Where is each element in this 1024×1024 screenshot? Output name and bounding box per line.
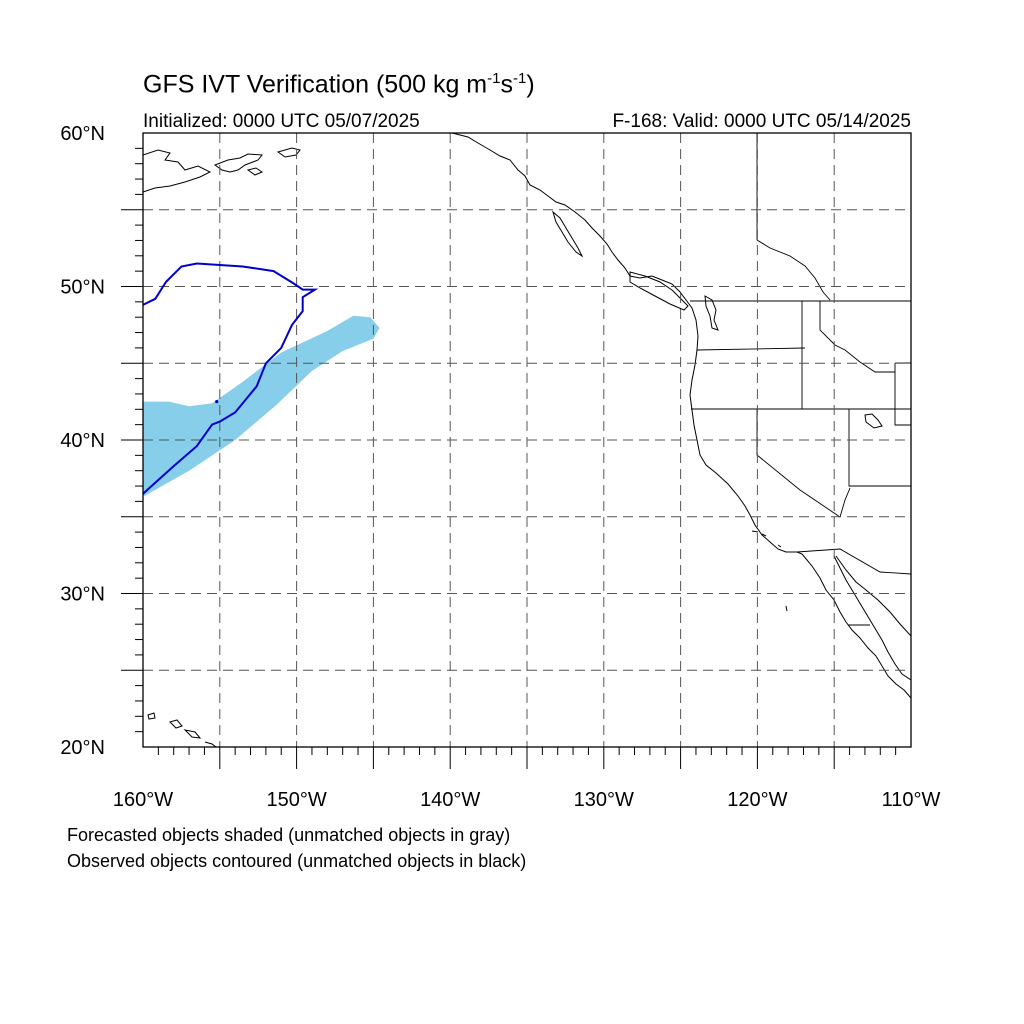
coastline bbox=[835, 555, 911, 637]
coastline bbox=[833, 555, 911, 681]
lat-label: 50°N bbox=[60, 277, 105, 299]
coastline bbox=[451, 133, 803, 555]
coastline bbox=[801, 553, 911, 699]
political-border bbox=[819, 301, 895, 373]
coastline bbox=[552, 210, 584, 258]
political-border bbox=[894, 363, 911, 426]
political-border bbox=[696, 347, 806, 351]
coastline bbox=[143, 149, 212, 193]
lon-label: 110°W bbox=[882, 789, 941, 811]
initialized-time: Initialized: 0000 UTC 05/07/2025 bbox=[143, 111, 420, 132]
coastline bbox=[777, 544, 782, 548]
footnote-forecast: Forecasted objects shaded (unmatched obj… bbox=[67, 825, 511, 845]
lon-label: 120°W bbox=[727, 789, 787, 811]
lat-label: 60°N bbox=[60, 123, 105, 145]
footnote-observed: Observed objects contoured (unmatched ob… bbox=[67, 851, 527, 871]
coastline bbox=[169, 719, 183, 729]
coastline bbox=[213, 153, 263, 173]
lon-label: 130°W bbox=[574, 789, 634, 811]
observed-object-point bbox=[215, 400, 219, 404]
coastline bbox=[629, 271, 689, 311]
observed-object-contour bbox=[143, 262, 319, 495]
coastline bbox=[246, 167, 264, 176]
lat-label: 20°N bbox=[60, 737, 105, 759]
lon-label: 150°W bbox=[266, 789, 326, 811]
coastline bbox=[751, 530, 759, 533]
political-border bbox=[756, 409, 841, 518]
coastline bbox=[785, 605, 788, 612]
coastline bbox=[276, 147, 301, 158]
coastline bbox=[204, 741, 217, 747]
political-border bbox=[839, 487, 851, 518]
valid-time: F-168: Valid: 0000 UTC 05/14/2025 bbox=[612, 111, 911, 132]
coastline bbox=[864, 413, 883, 429]
lat-label: 40°N bbox=[60, 430, 105, 452]
lon-label: 160°W bbox=[113, 789, 173, 811]
lon-label: 140°W bbox=[420, 789, 480, 811]
coastline bbox=[761, 533, 767, 537]
political-border bbox=[796, 548, 911, 575]
lat-label: 30°N bbox=[60, 584, 105, 606]
political-border bbox=[848, 409, 911, 487]
coastline bbox=[704, 295, 719, 331]
forecast-object-shading bbox=[143, 315, 380, 497]
map-title: GFS IVT Verification (500 kg m-1s-1) bbox=[143, 70, 535, 99]
coastline bbox=[147, 712, 156, 720]
coastline bbox=[183, 729, 202, 739]
political-border bbox=[756, 239, 831, 301]
